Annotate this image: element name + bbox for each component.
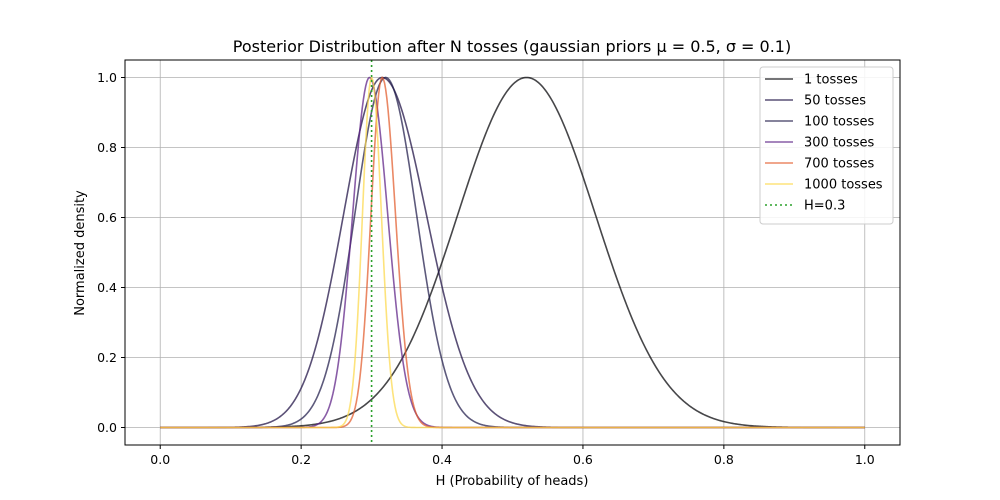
x-axis-label: H (Probability of heads)	[436, 474, 589, 489]
series-line	[160, 76, 865, 429]
x-tick-label: 0.4	[432, 452, 452, 467]
chart-title: Posterior Distribution after N tosses (g…	[233, 37, 791, 56]
y-tick-label: 0.8	[97, 140, 117, 155]
series-line	[160, 76, 865, 429]
series-layer	[160, 60, 865, 445]
series-line	[160, 76, 865, 429]
legend-label: 50 tosses	[804, 94, 866, 109]
x-tick-label: 0.6	[573, 452, 593, 467]
y-tick-label: 0.4	[97, 280, 117, 295]
series-line	[160, 76, 865, 429]
plot-frame	[124, 59, 901, 446]
legend-label: 700 tosses	[804, 157, 875, 172]
x-tick-label: 0.2	[291, 452, 311, 467]
series-line	[160, 76, 865, 429]
x-tick-label: 1.0	[855, 452, 875, 467]
y-tick-label: 1.0	[97, 70, 117, 85]
y-axis-label: Normalized density	[73, 190, 88, 316]
legend-label: 1000 tosses	[804, 178, 883, 193]
x-tick-label: 0.8	[714, 452, 734, 467]
legend-label: H=0.3	[804, 199, 845, 214]
y-tick-label: 0.0	[97, 420, 117, 435]
axis-ticks: 0.0 0.2 0.4 0.6 0.8 1.0 0.0 0.2 0.4 0.6 0.8 1.0	[97, 70, 875, 467]
series-line	[160, 75, 865, 429]
legend: 1 tosses 50 tosses 100 tosses 300 tosses 700…	[759, 66, 894, 225]
x-tick-label: 0.0	[150, 452, 170, 467]
y-tick-label: 0.2	[97, 350, 117, 365]
y-tick-label: 0.6	[97, 210, 117, 225]
legend-label: 300 tosses	[804, 136, 875, 151]
legend-box	[759, 66, 894, 225]
legend-label: 1 tosses	[804, 73, 858, 88]
legend-label: 100 tosses	[804, 115, 875, 130]
